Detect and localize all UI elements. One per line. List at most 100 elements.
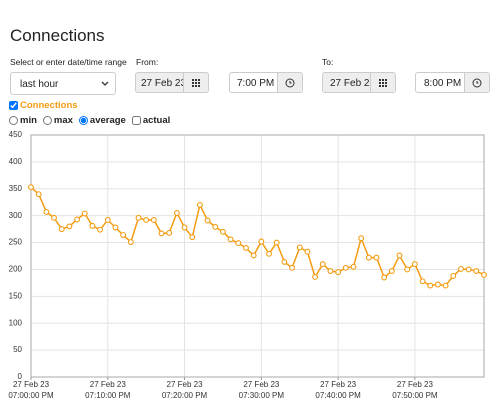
- data-point: [120, 232, 127, 238]
- range-value: last hour: [20, 79, 59, 90]
- y-tick-label: 350: [9, 184, 23, 193]
- data-point: [258, 238, 265, 245]
- mode-radio[interactable]: [9, 116, 18, 125]
- data-point: [319, 261, 326, 268]
- data-point: [312, 274, 319, 280]
- data-point: [419, 278, 426, 285]
- mode-label: average: [89, 115, 126, 126]
- y-tick-label: 200: [9, 265, 23, 274]
- to-label: To:: [322, 57, 334, 67]
- data-point: [235, 240, 242, 247]
- mode-option[interactable]: average: [78, 115, 126, 126]
- data-point: [219, 228, 226, 235]
- data-point: [442, 282, 449, 289]
- data-point: [150, 217, 157, 223]
- actual-checkbox[interactable]: [131, 116, 141, 125]
- data-point: [434, 281, 441, 288]
- data-point: [327, 268, 334, 275]
- data-point: [266, 250, 272, 257]
- clock-button[interactable]: [277, 73, 302, 92]
- mode-radio[interactable]: [42, 116, 52, 125]
- y-tick-label: 150: [9, 291, 23, 300]
- data-point: [35, 191, 42, 198]
- range-label: Select or enter date/time range: [10, 57, 127, 67]
- data-point: [51, 214, 57, 221]
- y-tick-label: 400: [9, 157, 23, 166]
- actual-label: actual: [142, 115, 171, 126]
- mode-label: min: [20, 115, 37, 126]
- to-date[interactable]: 27 Feb 23: [322, 72, 396, 93]
- range-select[interactable]: last hour: [10, 72, 116, 95]
- from-date[interactable]: 27 Feb 23: [135, 72, 209, 93]
- data-point: [173, 210, 180, 216]
- mode-option[interactable]: min: [9, 115, 37, 126]
- data-point: [296, 244, 303, 251]
- from-time[interactable]: 7:00 PM: [229, 72, 303, 93]
- data-point: [127, 239, 134, 245]
- x-tick-label: 27 Feb 23 07:10:00 PM: [85, 380, 131, 400]
- from-date-value: 27 Feb 23: [141, 78, 183, 89]
- data-point: [74, 216, 81, 223]
- data-point: [304, 248, 311, 255]
- series-toggle[interactable]: Connections: [9, 100, 78, 111]
- data-point: [365, 254, 372, 261]
- to-time-value: 8:00 PM: [424, 78, 462, 89]
- data-point: [427, 282, 434, 289]
- from-time-value: 7:00 PM: [237, 78, 275, 89]
- data-point: [281, 258, 288, 265]
- data-point: [189, 234, 196, 241]
- plot-border: [30, 134, 485, 378]
- data-point: [104, 217, 111, 223]
- mode-label: max: [53, 115, 73, 126]
- data-point: [373, 254, 380, 261]
- data-point: [450, 272, 457, 279]
- data-point: [289, 264, 296, 271]
- series-checkbox[interactable]: [9, 101, 18, 110]
- data-point: [473, 268, 480, 275]
- data-point: [97, 226, 104, 233]
- data-point: [273, 239, 280, 246]
- data-point: [181, 224, 188, 231]
- data-point: [212, 224, 219, 230]
- x-tick-label: 27 Feb 23 07:20:00 PM: [161, 380, 208, 400]
- series-name: Connections: [20, 100, 78, 111]
- data-point: [243, 244, 249, 251]
- data-point: [227, 236, 234, 243]
- data-point: [196, 201, 203, 208]
- data-point: [166, 229, 173, 236]
- data-point: [358, 235, 365, 242]
- data-point: [89, 222, 96, 229]
- data-point: [388, 268, 395, 275]
- y-tick-label: 50: [13, 345, 22, 354]
- actual-option[interactable]: actual: [131, 115, 171, 126]
- data-point: [112, 224, 119, 231]
- data-point: [143, 217, 150, 223]
- y-tick-label: 0: [18, 372, 23, 381]
- data-point: [411, 261, 418, 268]
- data-point: [481, 271, 487, 278]
- data-point: [28, 184, 34, 191]
- series-line: [30, 186, 485, 287]
- to-time[interactable]: 8:00 PM: [415, 72, 490, 93]
- data-point: [381, 274, 388, 281]
- calendar-button[interactable]: [370, 73, 395, 92]
- data-point: [342, 264, 349, 271]
- mode-options: min max average actual: [9, 115, 176, 126]
- mode-radio[interactable]: [78, 116, 88, 125]
- calendar-button[interactable]: [183, 73, 208, 92]
- data-point: [458, 265, 464, 272]
- data-point: [250, 252, 257, 259]
- y-tick-label: 300: [9, 211, 23, 220]
- data-point: [204, 217, 211, 224]
- clock-button[interactable]: [464, 73, 489, 92]
- y-tick-label: 250: [9, 238, 23, 247]
- mode-option[interactable]: max: [42, 115, 73, 126]
- from-label: From:: [136, 57, 159, 67]
- x-tick-label: 27 Feb 23 07:00:00 PM: [8, 380, 54, 400]
- y-tick-label: 100: [9, 318, 23, 327]
- data-point: [81, 210, 88, 217]
- data-point: [404, 266, 411, 273]
- to-date-value: 27 Feb 23: [330, 78, 370, 89]
